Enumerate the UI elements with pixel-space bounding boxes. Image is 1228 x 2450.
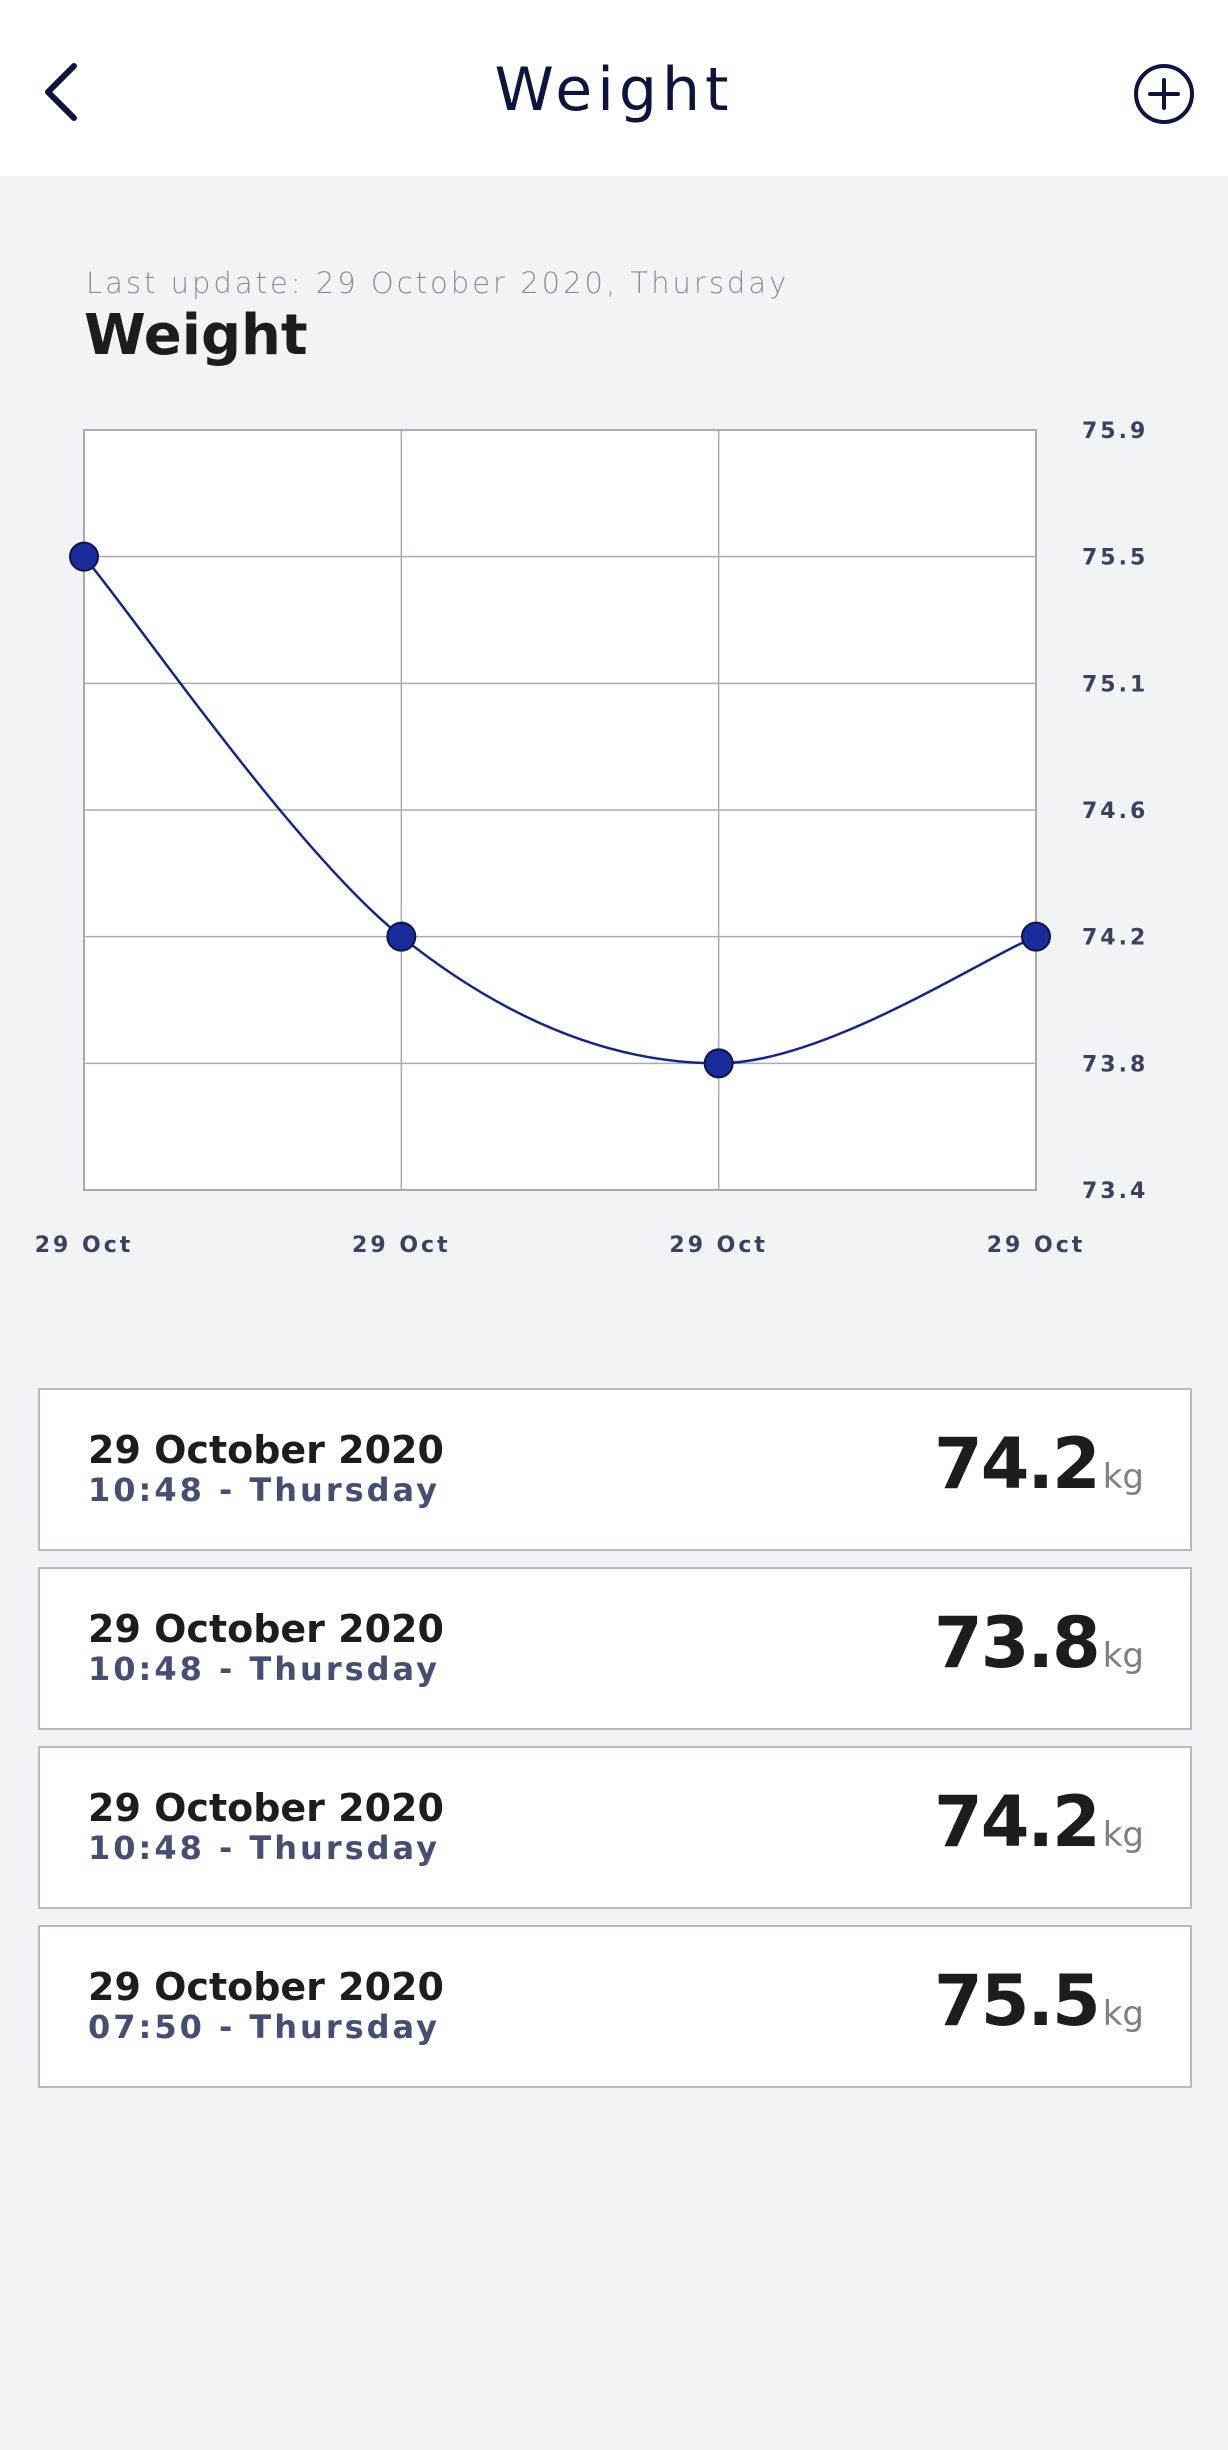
y-tick-label: 73.4 [1082,1179,1148,1204]
weight-entry-list: 29 October 2020 10:48 - Thursday 74.2 kg … [38,1388,1192,2088]
y-tick-label: 74.6 [1082,799,1148,824]
weight-entry[interactable]: 29 October 2020 07:50 - Thursday 75.5 kg [38,1925,1192,2088]
plus-circle-icon [1134,64,1194,124]
last-update-text: Last update: 29 October 2020, Thursday [86,266,790,300]
entry-time: 10:48 - Thursday [88,1829,441,1867]
weight-entry[interactable]: 29 October 2020 10:48 - Thursday 73.8 kg [38,1567,1192,1730]
entry-weight: 74.2 [934,1781,1101,1863]
y-tick-label: 75.1 [1082,672,1148,697]
entry-date: 29 October 2020 [88,1786,444,1830]
x-tick-label: 29 Oct [352,1233,451,1258]
data-point [1021,921,1051,952]
chevron-left-icon [45,63,77,121]
weight-chart: 75.9 75.5 75.1 74.6 74.2 73.8 73.4 29 Oct 29 Oct… [0,400,1228,1280]
x-tick-label: 29 Oct [35,1233,134,1258]
weight-line-chart: 75.9 75.5 75.1 74.6 74.2 73.8 73.4 29 Oct 29 Oct… [35,419,1148,1258]
back-button[interactable] [28,52,92,132]
weight-entry[interactable]: 29 October 2020 10:48 - Thursday 74.2 kg [38,1388,1192,1551]
y-tick-label: 75.5 [1082,546,1148,571]
entry-unit: kg [1102,1994,1144,2034]
entry-date: 29 October 2020 [88,1428,444,1472]
page-title: Weight [494,55,734,125]
entry-unit: kg [1102,1636,1144,1676]
top-bar: Weight [0,0,1228,176]
weight-series-line [83,555,1037,1065]
data-point [703,1048,734,1079]
entry-unit: kg [1102,1815,1144,1855]
entry-weight: 73.8 [934,1602,1101,1684]
entry-time: 10:48 - Thursday [88,1650,441,1688]
data-point [69,541,99,572]
entry-value: 73.8 kg [934,1603,1144,1683]
entry-weight: 74.2 [934,1423,1101,1505]
section-title: Weight [84,303,308,368]
y-tick-label: 75.9 [1082,419,1148,444]
entry-weight: 75.5 [934,1960,1101,2042]
x-tick-label: 29 Oct [669,1233,768,1258]
entry-time: 10:48 - Thursday [88,1471,441,1509]
entry-value: 74.2 kg [934,1782,1144,1862]
entry-value: 74.2 kg [934,1424,1144,1504]
weight-entry[interactable]: 29 October 2020 10:48 - Thursday 74.2 kg [38,1746,1192,1909]
entry-time: 07:50 - Thursday [88,2008,441,2046]
data-point [386,921,417,952]
entry-date: 29 October 2020 [88,1965,444,2009]
y-tick-label: 73.8 [1082,1052,1148,1077]
entry-unit: kg [1102,1457,1144,1497]
x-tick-label: 29 Oct [987,1233,1086,1258]
y-tick-label: 74.2 [1082,926,1148,951]
entry-value: 75.5 kg [934,1961,1144,2041]
entry-date: 29 October 2020 [88,1607,444,1651]
add-entry-button[interactable] [1128,58,1200,130]
